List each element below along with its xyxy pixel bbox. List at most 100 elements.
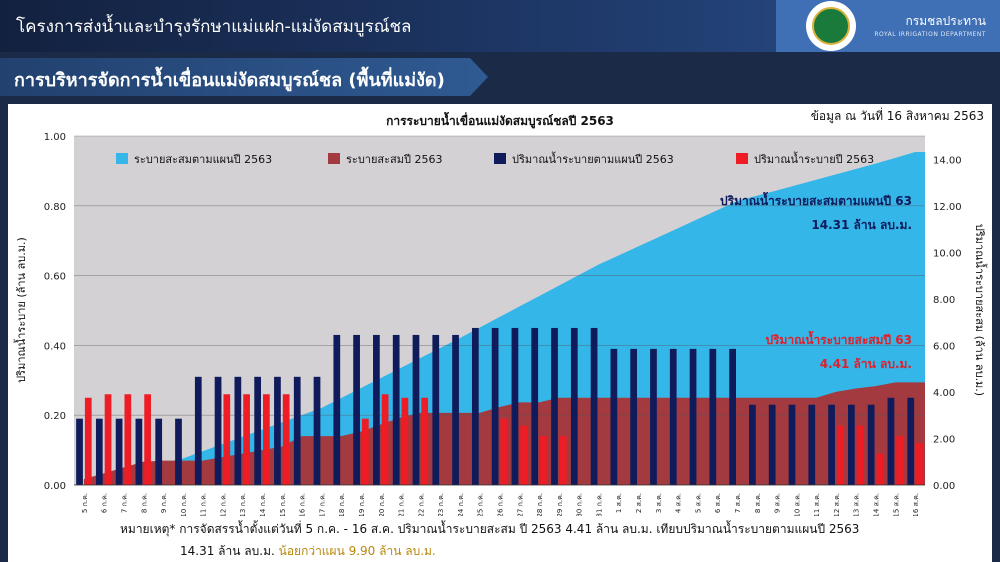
- bar-planned-release: [333, 334, 341, 485]
- bar-planned-release: [511, 327, 519, 485]
- bar-planned-release: [234, 376, 242, 485]
- y-tick-label: 0.80: [44, 202, 66, 213]
- chart-panel: 0.00 0.20 0.40 0.60 0.80 1.00 0.00 2.00 4.00 6.00…: [8, 104, 992, 562]
- x-tick-label: 31 ก.ค.: [595, 493, 603, 516]
- footnote-line2: 14.31 ล้าน ลบ.ม. น้อยกว่าแผน 9.90 ล้าน ล…: [180, 542, 436, 561]
- x-tick-label: 16 ส.ค.: [912, 493, 920, 516]
- legend-label: ระบายสะสมตามแผนปี 2563: [134, 153, 272, 166]
- y-axis-label: ปริมาณน้ำระบาย (ล้าน ลบ.ม.): [13, 237, 28, 383]
- x-tick-label: 4 ส.ค.: [675, 493, 683, 513]
- x-tick-label: 24 ก.ค.: [457, 493, 465, 516]
- bar-actual-release: [421, 397, 429, 485]
- bar-planned-release: [471, 327, 479, 485]
- x-tick-label: 17 ก.ค.: [318, 493, 326, 516]
- legend-swatch: [494, 153, 506, 164]
- bar-planned-release: [254, 376, 262, 485]
- y2-tick-label: 10.00: [933, 248, 962, 259]
- bar-planned-release: [392, 334, 400, 485]
- x-tick-label: 10 ส.ค.: [793, 493, 801, 516]
- bar-actual-release: [223, 394, 231, 485]
- x-tick-label: 7 ก.ค.: [120, 493, 128, 513]
- x-tick-label: 7 ส.ค.: [734, 493, 742, 513]
- bar-planned-release: [293, 376, 301, 485]
- bar-actual-release: [916, 443, 923, 485]
- bar-actual-release: [144, 394, 151, 485]
- x-tick-label: 8 ส.ค.: [754, 493, 762, 513]
- bar-planned-release: [709, 348, 717, 485]
- x-tick-label: 15 ก.ค.: [279, 493, 287, 516]
- bar-actual-release: [104, 394, 112, 485]
- legend-swatch: [116, 153, 128, 164]
- bar-actual-release: [540, 436, 547, 485]
- x-tick-label: 19 ก.ค.: [358, 493, 366, 516]
- x-tick-label: 9 ส.ค.: [774, 493, 782, 513]
- footnote-plan-total: 14.31 ล้าน ลบ.ม.: [180, 544, 275, 558]
- bar-actual-release: [282, 394, 290, 485]
- legend-swatch: [328, 153, 340, 164]
- annotation-actual-value: 4.41 ล้าน ลบ.ม.: [820, 357, 912, 371]
- release-chart: 0.00 0.20 0.40 0.60 0.80 1.00 0.00 2.00 4.00 6.00…: [13, 107, 988, 516]
- bar-planned-release: [194, 376, 202, 485]
- bar-actual-release: [500, 418, 508, 485]
- x-tick-label: 30 ก.ค.: [576, 493, 584, 516]
- footnote-line1: หมายเหตุ* การจัดสรรน้ำตั้งแต่วันที่ 5 ก.…: [120, 522, 860, 536]
- bar-planned-release: [729, 348, 736, 485]
- bar-planned-release: [432, 334, 440, 485]
- bar-planned-release: [95, 418, 103, 485]
- y-tick-label: 0.20: [44, 411, 66, 422]
- bar-planned-release: [887, 397, 895, 485]
- bar-planned-release: [274, 376, 281, 485]
- bar-actual-release: [836, 425, 844, 485]
- bar-actual-release: [896, 436, 904, 485]
- bar-planned-release: [570, 327, 578, 485]
- y2-axis-label: ปริมาณน้ำระบายสะสม (ล้าน ลบ.ม.): [973, 224, 988, 396]
- y2-tick-label: 6.00: [933, 341, 955, 352]
- bar-actual-release: [361, 418, 369, 485]
- x-tick-label: 14 ส.ค.: [873, 493, 881, 516]
- x-tick-label: 5 ส.ค.: [694, 493, 702, 513]
- bar-planned-release: [452, 334, 459, 485]
- x-tick-label: 27 ก.ค.: [516, 493, 524, 516]
- y2-tick-label: 2.00: [933, 434, 955, 445]
- bar-actual-release: [876, 453, 884, 485]
- bar-planned-release: [828, 404, 835, 485]
- y-tick-label: 1.00: [44, 132, 66, 143]
- annotation-plan-label: ปริมาณน้ำระบายสะสมตามแผนปี 63: [720, 191, 912, 208]
- chart-title: การระบายน้ำเขื่อนแม่งัดสมบูรณ์ชลปี 2563: [386, 111, 614, 129]
- y-tick-label: 0.00: [44, 481, 66, 492]
- x-tick-label: 25 ก.ค.: [477, 493, 485, 516]
- x-tick-label: 21 ก.ค.: [398, 493, 406, 516]
- bar-planned-release: [630, 348, 638, 485]
- section-banner: การบริหารจัดการน้ำเขื่อนแม่งัดสมบูรณ์ชล …: [0, 58, 488, 96]
- legend-label: ปริมาณน้ำระบายปี 2563: [754, 151, 874, 166]
- x-tick-label: 15 ส.ค.: [892, 493, 900, 516]
- x-tick-label: 16 ก.ค.: [299, 493, 307, 516]
- x-tick-label: 28 ก.ค.: [536, 493, 544, 516]
- x-tick-label: 6 ก.ค.: [101, 493, 109, 513]
- bar-planned-release: [590, 327, 598, 485]
- bar-actual-release: [559, 436, 567, 485]
- x-tick-label: 1 ส.ค.: [615, 493, 623, 513]
- page-header-title: โครงการส่งน้ำและบำรุงรักษาแม่แฝก-แม่งัดส…: [16, 17, 412, 37]
- bar-planned-release: [788, 404, 796, 485]
- x-tick-label: 12 ก.ค.: [219, 493, 227, 516]
- bar-planned-release: [907, 397, 915, 485]
- annotation-actual-label: ปริมาณน้ำระบายสะสมปี 63: [765, 330, 912, 347]
- bar-planned-release: [768, 404, 776, 485]
- x-tick-label: 14 ก.ค.: [259, 493, 267, 516]
- bar-actual-release: [243, 394, 250, 485]
- bar-planned-release: [551, 327, 558, 485]
- bar-actual-release: [381, 394, 389, 485]
- x-tick-label: 20 ก.ค.: [378, 493, 386, 516]
- x-tick-label: 8 ก.ค.: [140, 493, 148, 513]
- footnote-difference: น้อยกว่าแผน 9.90 ล้าน ลบ.ม.: [278, 544, 436, 558]
- x-tick-label: 5 ก.ค.: [81, 493, 89, 513]
- x-tick-label: 11 ก.ค.: [200, 493, 208, 516]
- bar-planned-release: [689, 348, 697, 485]
- bar-planned-release: [491, 327, 499, 485]
- x-tick-label: 6 ส.ค.: [714, 493, 722, 513]
- bar-planned-release: [135, 418, 143, 485]
- legend-label: ปริมาณน้ำระบายตามแผนปี 2563: [512, 151, 674, 166]
- y2-tick-label: 0.00: [933, 481, 955, 492]
- bar-planned-release: [412, 334, 420, 485]
